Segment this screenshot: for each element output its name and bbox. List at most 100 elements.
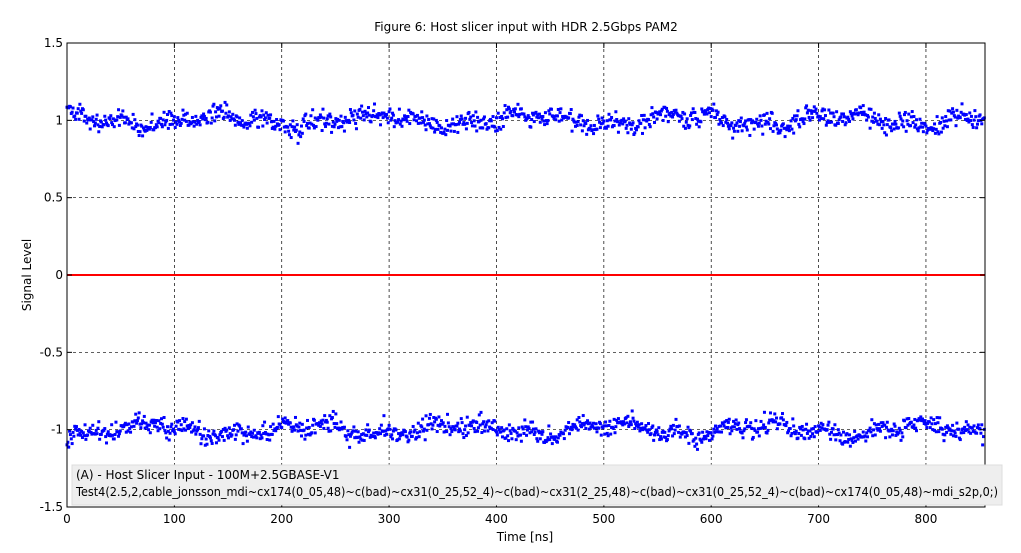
annotation-background bbox=[71, 464, 1003, 506]
data-point bbox=[296, 141, 300, 145]
data-point bbox=[348, 445, 352, 449]
data-point bbox=[700, 107, 704, 111]
data-point bbox=[890, 433, 894, 437]
data-point bbox=[544, 119, 548, 123]
data-point bbox=[969, 431, 973, 435]
data-point bbox=[614, 425, 618, 429]
data-point bbox=[371, 434, 375, 438]
data-point bbox=[117, 432, 121, 436]
data-point bbox=[288, 421, 292, 425]
data-point bbox=[91, 115, 95, 119]
x-tick-label: 400 bbox=[485, 512, 508, 526]
data-point bbox=[80, 429, 84, 433]
data-point bbox=[371, 114, 375, 118]
data-point bbox=[152, 418, 156, 422]
data-point bbox=[933, 428, 937, 432]
data-point bbox=[713, 430, 717, 434]
data-point bbox=[379, 423, 383, 427]
data-point bbox=[236, 429, 240, 433]
data-point bbox=[699, 120, 703, 124]
data-point bbox=[622, 420, 626, 424]
data-point bbox=[849, 437, 853, 441]
data-point bbox=[318, 421, 322, 425]
data-point bbox=[314, 125, 318, 129]
data-point bbox=[585, 420, 589, 424]
data-point bbox=[800, 117, 804, 121]
data-point bbox=[383, 113, 387, 117]
data-point bbox=[421, 116, 425, 120]
data-point bbox=[166, 126, 170, 130]
data-point bbox=[707, 106, 711, 110]
data-point bbox=[936, 130, 940, 134]
data-point bbox=[274, 429, 278, 433]
data-point bbox=[306, 432, 310, 436]
data-point bbox=[822, 117, 826, 121]
data-point bbox=[308, 121, 312, 125]
data-point bbox=[642, 113, 646, 117]
data-point bbox=[445, 119, 449, 123]
data-point bbox=[84, 114, 88, 118]
data-point bbox=[659, 113, 663, 117]
data-point bbox=[161, 118, 165, 122]
data-point bbox=[406, 115, 410, 119]
data-point bbox=[854, 439, 858, 443]
data-point bbox=[650, 106, 654, 110]
data-point bbox=[679, 114, 683, 118]
data-point bbox=[553, 114, 557, 118]
data-point bbox=[202, 112, 206, 116]
data-point bbox=[384, 114, 388, 118]
data-point bbox=[428, 412, 432, 416]
data-point bbox=[938, 416, 942, 420]
data-point bbox=[965, 428, 969, 432]
data-point bbox=[132, 127, 136, 131]
data-point bbox=[399, 119, 403, 123]
data-point bbox=[313, 116, 317, 120]
data-point bbox=[543, 440, 547, 444]
data-point bbox=[545, 438, 549, 442]
data-point bbox=[281, 119, 285, 123]
data-point bbox=[613, 431, 617, 435]
data-point bbox=[671, 434, 675, 438]
data-point bbox=[483, 425, 487, 429]
data-point bbox=[448, 124, 452, 128]
data-point bbox=[287, 129, 291, 133]
data-point bbox=[598, 422, 602, 426]
data-point bbox=[581, 414, 585, 418]
data-point bbox=[662, 435, 666, 439]
data-point bbox=[334, 117, 338, 121]
data-point bbox=[129, 121, 133, 125]
data-point bbox=[79, 433, 83, 437]
data-point bbox=[406, 440, 410, 444]
data-point bbox=[669, 424, 673, 428]
data-point bbox=[271, 422, 275, 426]
data-point bbox=[336, 126, 340, 130]
data-point bbox=[276, 415, 280, 419]
data-point bbox=[146, 423, 150, 427]
data-point bbox=[528, 431, 532, 435]
data-point bbox=[338, 125, 342, 129]
data-point bbox=[590, 423, 594, 427]
data-point bbox=[286, 125, 290, 129]
data-point bbox=[557, 119, 561, 123]
data-point bbox=[148, 126, 152, 130]
data-point bbox=[163, 429, 167, 433]
data-point bbox=[872, 120, 876, 124]
data-point bbox=[216, 436, 220, 440]
data-point bbox=[106, 430, 110, 434]
data-point bbox=[123, 423, 127, 427]
data-point bbox=[849, 112, 853, 116]
data-point bbox=[316, 118, 320, 122]
data-point bbox=[909, 115, 913, 119]
data-point bbox=[968, 425, 972, 429]
data-point bbox=[867, 428, 871, 432]
data-point bbox=[167, 110, 171, 114]
data-point bbox=[267, 433, 271, 437]
data-point bbox=[905, 119, 909, 123]
data-point bbox=[211, 432, 215, 436]
data-point bbox=[400, 124, 404, 128]
data-point bbox=[727, 127, 731, 131]
data-point bbox=[442, 130, 446, 134]
data-point bbox=[398, 434, 402, 438]
data-point bbox=[298, 130, 302, 134]
data-point bbox=[144, 125, 148, 129]
